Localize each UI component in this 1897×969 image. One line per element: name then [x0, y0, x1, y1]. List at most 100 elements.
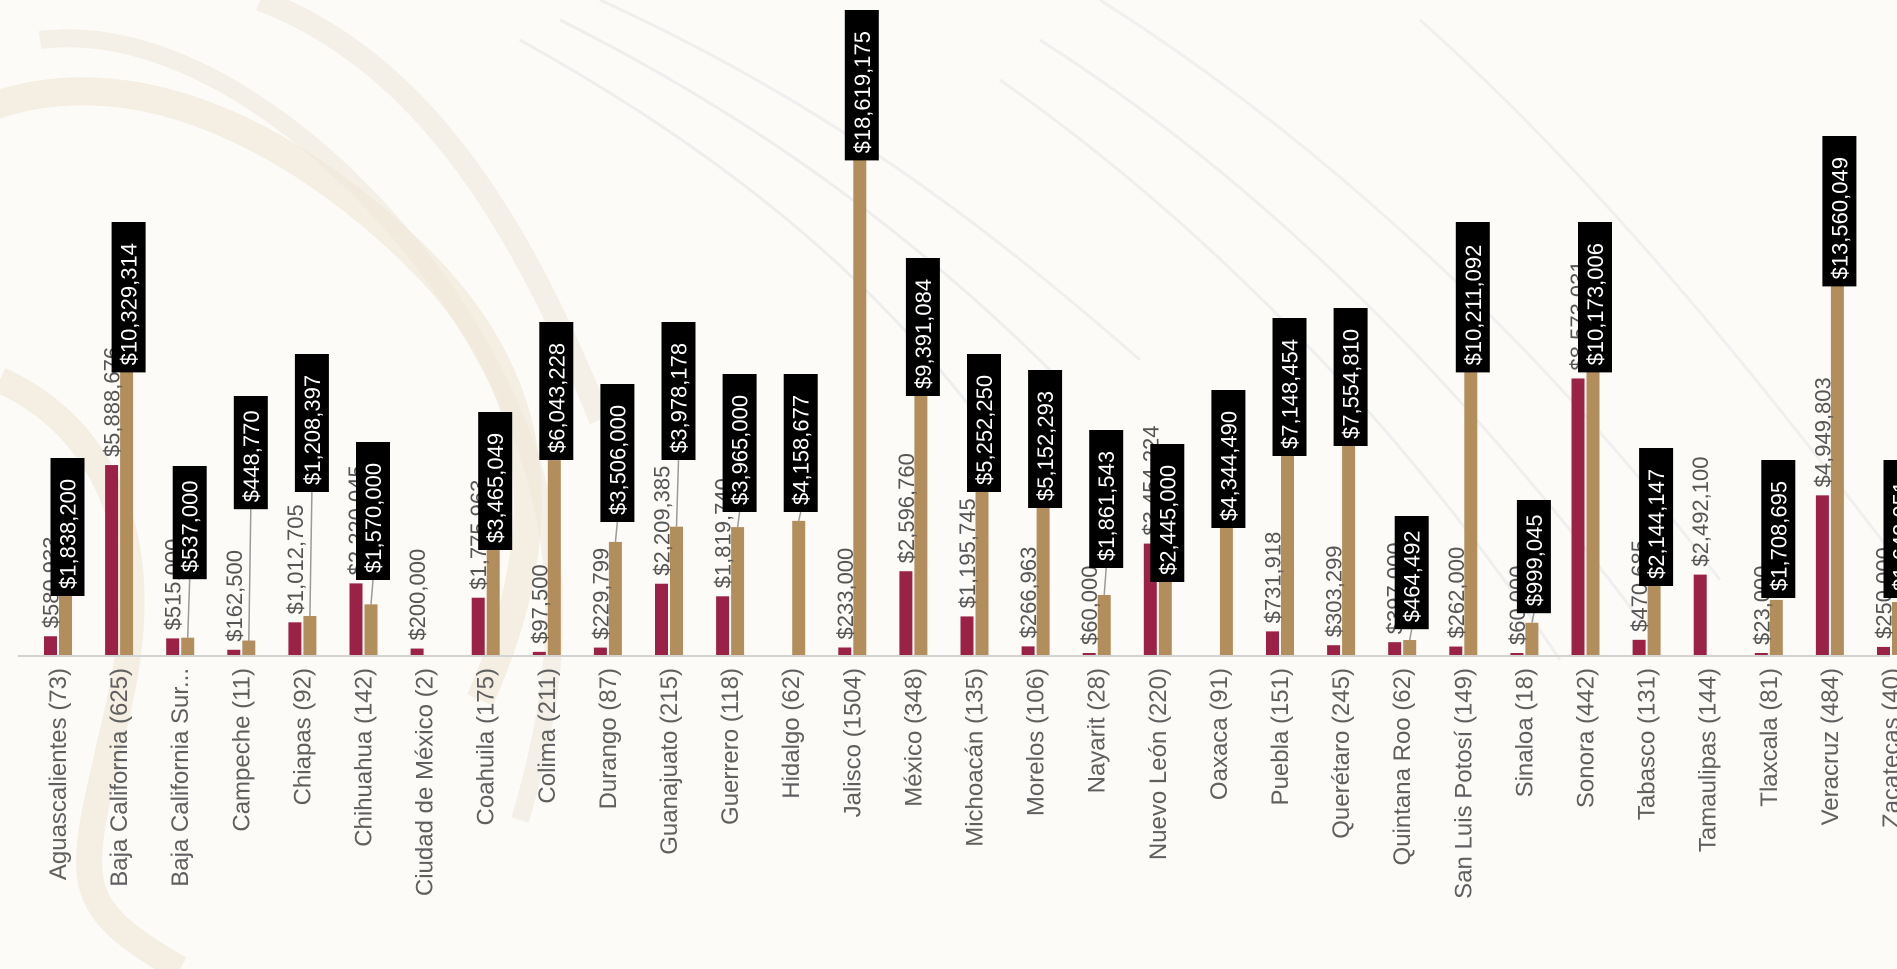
leader-series2-11 [736, 511, 741, 528]
x-tick-label-23: San Luis Potosí (149) [1450, 668, 1477, 899]
bar-series2-21 [1342, 411, 1356, 655]
bar-series1-3 [227, 649, 241, 655]
data-label-series2-3: $448,770 [233, 396, 268, 510]
bar-series2-4 [303, 616, 317, 655]
data-label-series1-3: $162,500 [222, 550, 247, 642]
data-label-series2-17: $1,861,543 [1089, 430, 1124, 568]
data-label-series2-28: $1,708,695 [1761, 460, 1796, 598]
data-label-series1-4: $1,012,705 [283, 504, 308, 614]
leader-series2-4 [309, 491, 313, 617]
data-label-series1-6: $200,000 [405, 549, 430, 641]
data-label-series1-13: $233,000 [833, 548, 858, 640]
svg-text:$1,642,051: $1,642,051 [1889, 481, 1897, 591]
bar-series2-26 [1647, 585, 1661, 655]
bar-series2-23 [1464, 325, 1478, 655]
data-label-series1-9: $229,799 [588, 548, 613, 640]
svg-text:$3,506,000: $3,506,000 [605, 405, 630, 515]
svg-text:$13,560,049: $13,560,049 [1827, 157, 1852, 279]
bar-series2-17 [1097, 594, 1111, 655]
bar-series1-11 [716, 596, 730, 655]
data-label-series2-20: $7,148,454 [1272, 318, 1307, 456]
bar-series2-16 [1036, 488, 1050, 655]
leader-series2-2 [186, 579, 191, 638]
data-label-series2-22: $464,492 [1394, 516, 1429, 630]
x-tick-label-8: Colima (211) [534, 668, 561, 804]
data-label-series2-29: $13,560,049 [1822, 136, 1857, 287]
x-tick-label-26: Tabasco (131) [1634, 668, 1661, 820]
bar-series1-16 [1021, 646, 1035, 655]
data-label-series2-21: $7,554,810 [1333, 308, 1368, 446]
bar-series2-13 [853, 54, 867, 656]
bar-series1-0 [44, 636, 57, 655]
bar-series1-10 [655, 583, 668, 655]
data-label-series1-23: $262,000 [1444, 547, 1469, 639]
bar-series2-29 [1830, 217, 1844, 655]
svg-text:$2,144,147: $2,144,147 [1644, 469, 1669, 579]
bar-series1-23 [1449, 646, 1463, 655]
data-label-series2-25: $10,173,006 [1578, 222, 1612, 373]
x-tick-label-13: Jalisco (1504) [839, 668, 866, 817]
svg-text:$3,965,000: $3,965,000 [728, 395, 753, 505]
bar-series1-13 [838, 647, 852, 655]
data-label-series2-11: $3,965,000 [722, 374, 757, 512]
bar-series2-12 [792, 520, 806, 655]
data-labels: $580,933$1,838,200$5,888,676$10,329,314$… [39, 10, 1897, 645]
svg-text:$7,554,810: $7,554,810 [1339, 329, 1364, 439]
bar-series2-15 [975, 485, 989, 655]
bar-series2-9 [608, 541, 622, 655]
svg-text:$3,978,178: $3,978,178 [667, 343, 692, 453]
svg-text:$18,619,175: $18,619,175 [850, 31, 875, 153]
leader-series2-17 [1103, 567, 1107, 596]
x-tick-label-19: Oaxaca (91) [1206, 668, 1233, 800]
x-tick-label-21: Querétaro (245) [1328, 668, 1355, 839]
data-label-series2-30: $1,642,051 [1883, 460, 1897, 598]
data-label-series2-15: $5,252,250 [967, 354, 1001, 492]
x-tick-label-29: Veracruz (484) [1817, 668, 1844, 825]
data-label-series2-16: $5,152,293 [1028, 370, 1063, 508]
data-label-series1-29: $4,949,803 [1810, 377, 1835, 487]
data-label-series2-18: $2,445,000 [1150, 444, 1185, 582]
bar-series1-15 [960, 616, 974, 655]
data-label-series2-26: $2,144,147 [1639, 448, 1674, 586]
x-tick-label-25: Sonora (442) [1573, 668, 1600, 808]
bar-series2-19 [1219, 514, 1233, 655]
svg-text:$4,158,677: $4,158,677 [789, 395, 814, 505]
x-tick-label-1: Baja California (625) [106, 668, 133, 887]
x-tick-label-2: Baja California Sur... [167, 668, 194, 887]
bar-series2-5 [364, 604, 378, 655]
leader-series2-3 [248, 509, 252, 641]
x-tick-label-11: Guerrero (118) [717, 668, 744, 825]
data-label-series2-19: $4,344,490 [1211, 390, 1246, 528]
svg-text:$1,708,695: $1,708,695 [1766, 481, 1791, 591]
svg-text:$9,391,084: $9,391,084 [911, 279, 936, 389]
data-label-series1-27: $2,492,100 [1688, 457, 1713, 567]
data-label-series2-0: $1,838,200 [50, 458, 85, 596]
data-label-series1-10: $2,209,385 [650, 466, 675, 576]
bar-series1-5 [349, 583, 363, 655]
bar-series1-4 [288, 622, 302, 655]
bar-series2-20 [1281, 424, 1294, 655]
bar-series1-26 [1632, 639, 1646, 655]
bar-series1-25 [1571, 378, 1585, 655]
x-tick-label-27: Tamaulipas (144) [1695, 668, 1722, 852]
data-label-series2-14: $9,391,084 [905, 258, 940, 396]
x-tick-label-20: Puebla (151) [1267, 668, 1294, 805]
bar-series2-0 [59, 595, 72, 655]
x-tick-label-22: Quintana Roo (62) [1389, 668, 1416, 865]
svg-text:$6,043,228: $6,043,228 [544, 343, 569, 453]
x-tick-label-16: Morelos (106) [1023, 668, 1050, 816]
data-label-series2-10: $3,978,178 [661, 322, 696, 460]
bar-series2-14 [914, 352, 928, 655]
data-label-series2-12: $4,158,677 [783, 374, 818, 512]
svg-text:$4,344,490: $4,344,490 [1216, 411, 1241, 521]
x-tick-label-28: Tlaxcala (81) [1756, 668, 1783, 807]
data-label-series1-8: $97,500 [527, 564, 552, 644]
data-label-series1-16: $266,963 [1016, 547, 1041, 639]
leader-series2-12 [797, 511, 802, 522]
x-tick-label-9: Durango (87) [595, 668, 622, 809]
x-tick-label-24: Sinaloa (18) [1511, 668, 1538, 797]
bar-series2-2 [181, 637, 195, 655]
x-tick-label-14: México (348) [900, 668, 927, 807]
data-label-series1-17: $60,000 [1077, 565, 1102, 645]
